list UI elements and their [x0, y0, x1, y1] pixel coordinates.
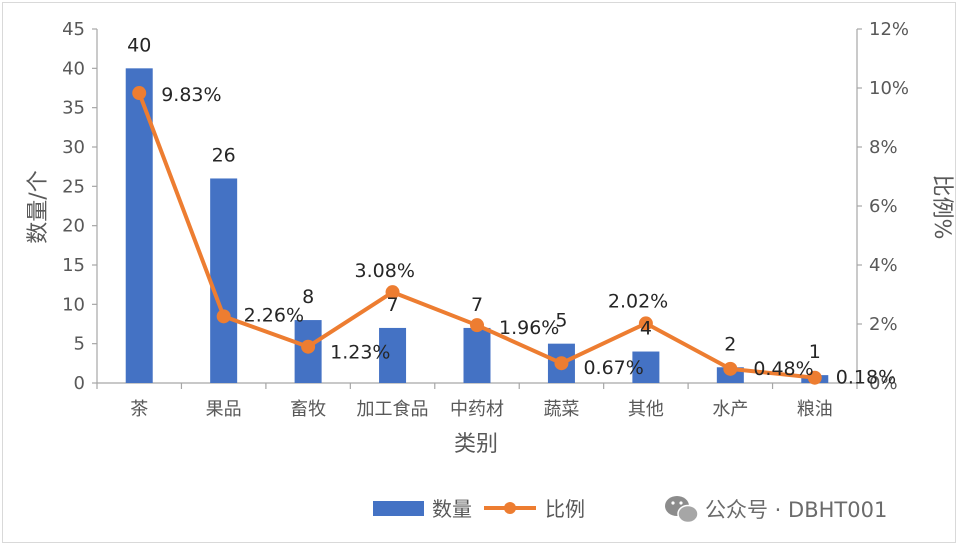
line-value-label: 2.02% — [608, 290, 668, 312]
y-tick-label: 20 — [62, 216, 85, 237]
bar-value-label: 2 — [724, 333, 736, 355]
y-tick-label: 5 — [74, 334, 85, 355]
ratio-point — [554, 356, 569, 371]
x-tick-label: 果品 — [206, 399, 242, 420]
y-tick-label: 30 — [62, 137, 85, 158]
x-tick-label: 畜牧 — [290, 399, 326, 420]
watermark-text: 公众号 · DBHT001 — [705, 498, 887, 522]
bar-value-label: 5 — [555, 310, 567, 332]
x-tick-label: 加工食品 — [357, 399, 429, 420]
ratio-point — [301, 339, 316, 354]
bar-value-label: 7 — [387, 294, 399, 316]
ratio-point — [132, 86, 147, 101]
y2-axis-title: 比例% — [929, 175, 954, 240]
legend: 数量 比例 — [373, 497, 585, 521]
bar — [210, 178, 238, 383]
bar — [379, 327, 407, 383]
line-value-label: 9.83% — [161, 84, 221, 106]
bar-value-label: 7 — [471, 294, 483, 316]
x-tick-label: 粮油 — [797, 399, 833, 420]
y-tick-label: 10 — [62, 294, 85, 315]
legend-bar-swatch — [373, 501, 424, 516]
legend-line-marker — [504, 502, 516, 514]
legend-bar-label: 数量 — [432, 497, 472, 521]
line-value-label: 1.23% — [330, 342, 390, 364]
x-tick-label: 茶 — [130, 399, 148, 420]
y-tick-label: 35 — [62, 98, 85, 119]
bar — [632, 351, 660, 383]
ratio-point — [638, 316, 653, 331]
ratio-point — [470, 318, 484, 333]
wechat-icon — [665, 496, 699, 524]
x-axis-title: 类别 — [454, 432, 498, 457]
y-tick-label: 15 — [62, 255, 85, 276]
line-value-label: 0.18% — [836, 367, 896, 389]
x-tick-label: 其他 — [628, 399, 664, 420]
bar-value-label: 1 — [809, 341, 821, 363]
bar-value-label: 4 — [640, 318, 652, 340]
y2-tick-label: 6% — [869, 196, 898, 217]
y2-tick-label: 8% — [869, 137, 898, 158]
line-value-label: 2.26% — [244, 304, 304, 326]
legend-line-label: 比例 — [545, 497, 585, 521]
x-tick-label: 水产 — [712, 399, 748, 420]
y2-tick-label: 4% — [869, 255, 898, 276]
bar-value-label: 40 — [127, 34, 151, 56]
ratio-point — [385, 285, 400, 300]
line-value-label: 1.96% — [499, 317, 559, 339]
line-value-label: 0.48% — [753, 358, 813, 380]
bar-value-label: 8 — [302, 286, 314, 308]
y2-tick-label: 10% — [869, 78, 909, 99]
x-tick-label: 蔬菜 — [543, 399, 579, 420]
y2-tick-label: 12% — [869, 19, 909, 40]
y-axis-title: 数量/个 — [26, 170, 51, 243]
line-value-label: 0.67% — [583, 357, 643, 379]
bar-value-label: 26 — [212, 144, 236, 166]
bar — [463, 327, 491, 383]
y-tick-label: 25 — [62, 176, 85, 197]
ratio-point — [216, 309, 231, 324]
line-value-label: 3.08% — [355, 260, 415, 282]
watermark: 公众号 · DBHT001 — [665, 496, 887, 524]
y-tick-label: 45 — [62, 19, 85, 40]
y-tick-label: 40 — [62, 58, 85, 79]
y2-tick-label: 0% — [869, 373, 898, 394]
y2-tick-label: 2% — [869, 314, 898, 335]
ratio-point — [723, 361, 738, 376]
ratio-point — [807, 370, 822, 385]
y-tick-label: 0 — [74, 373, 85, 394]
x-tick-label: 中药材 — [450, 399, 504, 420]
